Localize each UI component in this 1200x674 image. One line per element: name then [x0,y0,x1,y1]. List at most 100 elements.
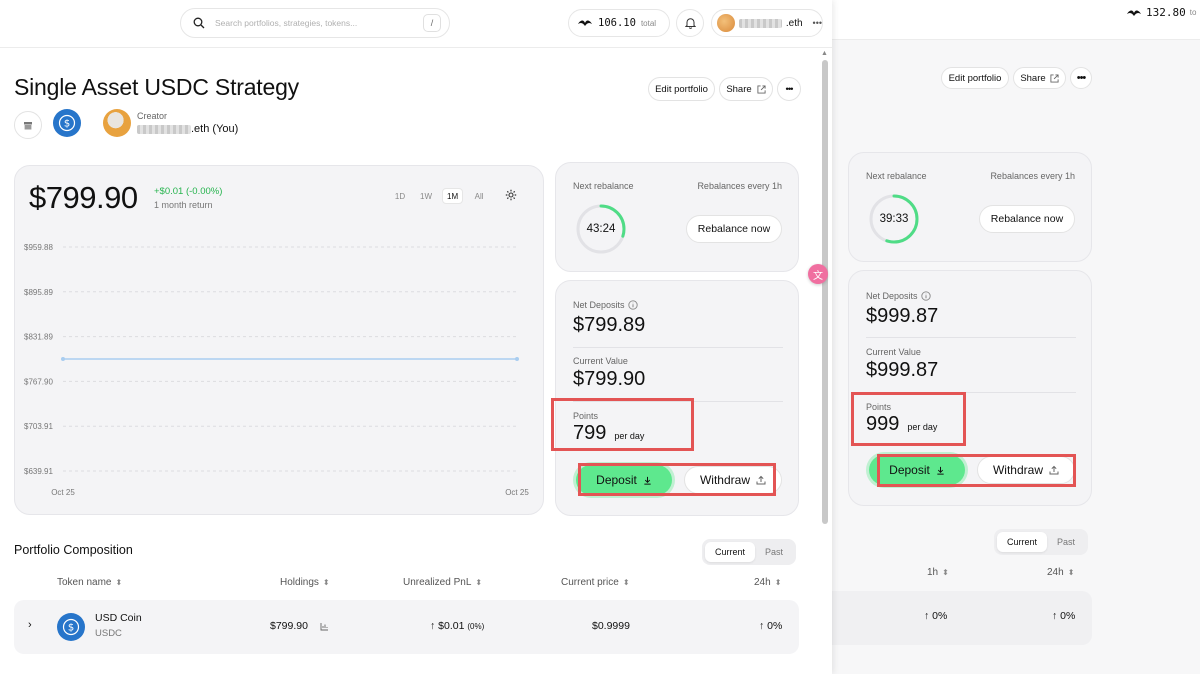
countdown-ring-svg [576,204,626,254]
bg-rebalance-now-button[interactable]: Rebalance now [979,205,1075,233]
column-token-name[interactable]: Token name ⬍ [57,577,122,588]
balance-pill[interactable]: 106.10 total [568,9,670,37]
net-deposits-value: $799.89 [573,314,646,336]
bg-row-24h: ↑ 0% [1052,610,1076,622]
bg-net-deposits-label: Net Deposits [866,291,918,301]
points-wrap: 799 per day [573,422,644,445]
net-deposits-label: Net Deposits [573,300,625,310]
bg-edit-portfolio-button[interactable]: Edit portfolio [941,67,1009,89]
column-current-price[interactable]: Current price ⬍ [561,577,630,588]
data-point-1[interactable] [515,356,519,361]
chart-icon[interactable] [320,622,329,631]
bg-toggle-past[interactable]: Past [1057,537,1076,547]
balance-suffix: total [640,18,657,28]
bell-icon [684,18,696,29]
upload-icon [1049,465,1059,475]
divider [573,347,783,348]
data-point-0[interactable] [61,356,65,361]
table-row[interactable]: › $ USD Coin USDC $799.90 ↑ $0.01 (0%) $… [14,600,799,654]
per-day-label: per day [614,431,645,441]
divider [866,392,1076,393]
pnl-amount: $0.01 [438,620,465,632]
info-icon[interactable] [920,291,931,301]
usdc-symbol-icon: $ [62,618,80,636]
bg-column-1h[interactable]: 1h ⬍ [927,567,949,578]
bg-share-button[interactable]: Share [1013,67,1066,89]
current-past-toggle: Current Past [702,539,797,565]
bg-toggle-current[interactable]: Current [997,532,1048,552]
bg-col-24h-label: 24h [1047,567,1064,578]
rebalance-frequency: Rebalances every 1h [697,181,782,191]
bg-rebalance-now-label: Rebalance now [990,213,1064,225]
external-link-icon [757,84,766,94]
bg-more-button[interactable]: ••• [1070,67,1092,89]
sort-icon: ⬍ [1067,568,1075,577]
edit-portfolio-button[interactable]: Edit portfolio [648,77,715,101]
scrollbar-thumb[interactable] [822,60,828,524]
usdc-logo-icon: $ [57,613,85,641]
bg-withdraw-label: Withdraw [992,463,1043,477]
bg-row-1h: ↑ 0% [924,610,948,622]
redacted-address [137,124,191,134]
share-button[interactable]: Share [719,77,773,101]
archive-icon [24,121,32,129]
column-24h[interactable]: 24h ⬍ [754,577,781,588]
withdraw-button[interactable]: Withdraw [684,466,782,494]
scroll-up-arrow[interactable]: ▲ [821,50,828,57]
creator-avatar[interactable] [103,109,131,137]
info-icon[interactable] [627,300,638,310]
y-tick-label: $831.89 [24,333,53,342]
account-menu[interactable]: .eth ••• [711,9,823,37]
translate-float-icon[interactable]: 文 [808,264,828,284]
chart-card: $799.90 +$0.01 (-0.00%) 1 month return 1… [14,165,544,515]
current-value: $799.90 [573,368,646,390]
bg-countdown-arc [869,194,919,244]
points-label: Points [573,411,599,421]
background-window: 132.80 to Edit portfolio Share ••• Next … [832,0,1200,674]
more-options-button[interactable]: ••• [777,77,801,101]
column-holdings[interactable]: Holdings ⬍ [280,577,330,588]
chevron-right-icon[interactable]: › [28,619,32,631]
bg-table-row[interactable]: ↑ 0% ↑ 0% [832,591,1092,645]
deposit-button[interactable]: Deposit [576,465,672,495]
bg-edit-label: Edit portfolio [948,72,1002,84]
sort-icon: ⬍ [774,578,782,587]
bg-current-past-toggle: Current Past [994,529,1089,555]
search-bar[interactable]: Search portfolios, strategies, tokens...… [180,8,450,38]
notifications-button[interactable] [676,9,704,37]
bg-deposit-button[interactable]: Deposit [869,455,965,485]
y-tick-label: $959.88 [24,243,53,252]
deposit-label: Deposit [596,473,637,487]
bg-column-24h[interactable]: 24h ⬍ [1047,567,1074,578]
divider [573,401,783,402]
share-label: Share [726,83,752,95]
column-label: Current price [561,577,619,588]
background-balance[interactable]: 132.80 to [1126,6,1196,19]
creator-name[interactable]: .eth (You) [137,123,238,135]
next-rebalance-label: Next rebalance [573,181,634,191]
bg-col-1h-label: 1h [927,567,939,578]
archive-button[interactable] [14,111,42,139]
range-1d[interactable]: 1D [394,191,406,201]
column-unrealized-pnl[interactable]: Unrealized PnL ⬍ [403,577,482,588]
gear-icon[interactable] [505,189,517,201]
search-input[interactable]: Search portfolios, strategies, tokens... [215,18,358,28]
bg-withdraw-button[interactable]: Withdraw [977,456,1075,484]
toggle-current[interactable]: Current [705,542,756,562]
rebalance-card: Next rebalance Rebalances every 1h 43:24… [555,162,799,272]
highlight-box-actions [578,463,776,496]
rebalance-now-label: Rebalance now [697,223,771,235]
creator-name-text: .eth (You) [191,123,239,135]
range-1m[interactable]: 1M [442,188,464,204]
bg-rebalance-card: Next rebalance Rebalances every 1h 39:33… [848,152,1092,262]
bg-more-label: ••• [1076,72,1087,84]
column-label: Token name [57,577,112,588]
toggle-past[interactable]: Past [765,547,784,557]
sort-icon: ⬍ [475,578,483,587]
range-1w[interactable]: 1W [420,191,432,201]
range-all[interactable]: All [474,191,484,201]
svg-text:$: $ [64,119,70,130]
pnl-value: ↑ $0.01 (0%) [430,620,485,632]
rebalance-now-button[interactable]: Rebalance now [686,215,782,243]
